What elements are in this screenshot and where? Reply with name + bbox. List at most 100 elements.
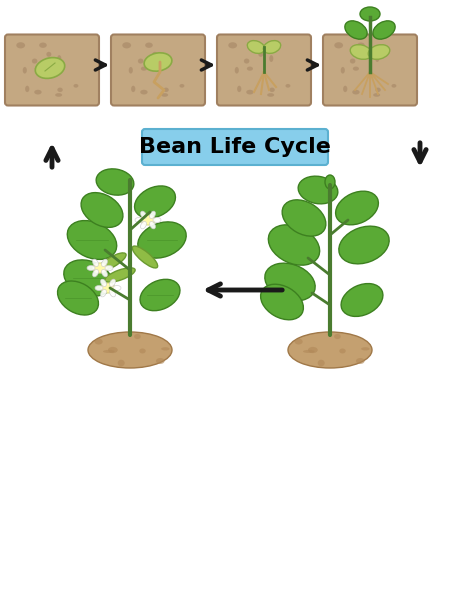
Ellipse shape [318, 360, 325, 367]
Ellipse shape [144, 53, 172, 71]
Ellipse shape [392, 84, 396, 88]
FancyBboxPatch shape [111, 34, 205, 106]
Ellipse shape [16, 42, 25, 49]
Ellipse shape [135, 217, 143, 223]
Ellipse shape [336, 191, 378, 225]
Ellipse shape [364, 52, 369, 57]
Ellipse shape [228, 42, 237, 49]
FancyBboxPatch shape [5, 34, 99, 106]
Ellipse shape [375, 55, 379, 62]
Ellipse shape [105, 268, 135, 282]
Ellipse shape [268, 225, 320, 265]
Ellipse shape [32, 59, 38, 64]
Ellipse shape [269, 55, 274, 62]
Ellipse shape [341, 67, 345, 74]
Ellipse shape [343, 86, 347, 92]
Ellipse shape [105, 265, 113, 271]
Ellipse shape [334, 334, 341, 339]
Ellipse shape [87, 265, 95, 271]
Ellipse shape [356, 358, 365, 364]
Ellipse shape [376, 88, 381, 92]
Ellipse shape [350, 44, 372, 59]
Ellipse shape [258, 52, 263, 57]
Ellipse shape [357, 43, 365, 48]
Ellipse shape [34, 90, 42, 95]
Ellipse shape [308, 347, 318, 353]
Ellipse shape [57, 55, 61, 62]
Ellipse shape [95, 286, 103, 290]
Ellipse shape [260, 284, 304, 320]
Ellipse shape [282, 200, 326, 236]
Ellipse shape [67, 221, 117, 259]
Ellipse shape [156, 358, 164, 364]
FancyBboxPatch shape [323, 34, 417, 106]
Ellipse shape [265, 263, 315, 301]
Ellipse shape [145, 43, 153, 48]
Ellipse shape [131, 86, 135, 92]
Ellipse shape [288, 332, 372, 368]
Ellipse shape [303, 350, 314, 353]
Ellipse shape [88, 332, 172, 368]
Ellipse shape [98, 253, 126, 271]
Ellipse shape [23, 67, 27, 74]
Ellipse shape [149, 221, 156, 229]
Ellipse shape [35, 58, 65, 79]
Ellipse shape [152, 52, 157, 57]
Ellipse shape [141, 211, 147, 218]
Ellipse shape [251, 43, 259, 48]
Ellipse shape [101, 290, 106, 297]
Ellipse shape [269, 88, 275, 92]
Ellipse shape [129, 67, 133, 74]
Ellipse shape [138, 59, 143, 64]
Ellipse shape [64, 260, 112, 296]
Ellipse shape [108, 347, 118, 353]
Ellipse shape [134, 186, 175, 218]
Ellipse shape [163, 55, 167, 62]
Ellipse shape [163, 88, 169, 92]
Ellipse shape [73, 84, 78, 88]
Ellipse shape [139, 349, 146, 353]
Ellipse shape [247, 67, 253, 71]
Ellipse shape [295, 338, 303, 344]
Ellipse shape [334, 42, 343, 49]
Ellipse shape [325, 175, 335, 189]
Ellipse shape [94, 338, 102, 344]
Ellipse shape [96, 169, 134, 195]
Ellipse shape [247, 41, 265, 53]
Ellipse shape [339, 349, 346, 353]
Ellipse shape [110, 290, 116, 297]
Ellipse shape [360, 7, 380, 21]
Ellipse shape [350, 59, 355, 64]
Ellipse shape [81, 193, 123, 227]
Ellipse shape [113, 286, 121, 290]
Ellipse shape [153, 217, 161, 223]
Ellipse shape [298, 176, 338, 204]
Ellipse shape [93, 259, 98, 266]
Ellipse shape [118, 360, 125, 367]
Ellipse shape [141, 67, 147, 71]
Ellipse shape [110, 279, 116, 286]
Ellipse shape [39, 43, 47, 48]
Text: Bean Life Cycle: Bean Life Cycle [139, 137, 331, 157]
Ellipse shape [122, 42, 131, 49]
Ellipse shape [361, 347, 369, 350]
Ellipse shape [140, 280, 180, 311]
Ellipse shape [141, 215, 155, 225]
Ellipse shape [368, 44, 390, 59]
Ellipse shape [35, 67, 41, 71]
Ellipse shape [353, 67, 359, 71]
Ellipse shape [47, 52, 51, 57]
Ellipse shape [161, 347, 170, 350]
Ellipse shape [341, 284, 383, 316]
Ellipse shape [102, 269, 108, 277]
Ellipse shape [263, 41, 281, 53]
Ellipse shape [373, 93, 380, 97]
Ellipse shape [246, 90, 254, 95]
Ellipse shape [373, 21, 395, 39]
FancyBboxPatch shape [217, 34, 311, 106]
Ellipse shape [235, 67, 239, 74]
Ellipse shape [25, 86, 30, 92]
Ellipse shape [134, 334, 141, 339]
Ellipse shape [345, 21, 367, 39]
Ellipse shape [285, 84, 290, 88]
